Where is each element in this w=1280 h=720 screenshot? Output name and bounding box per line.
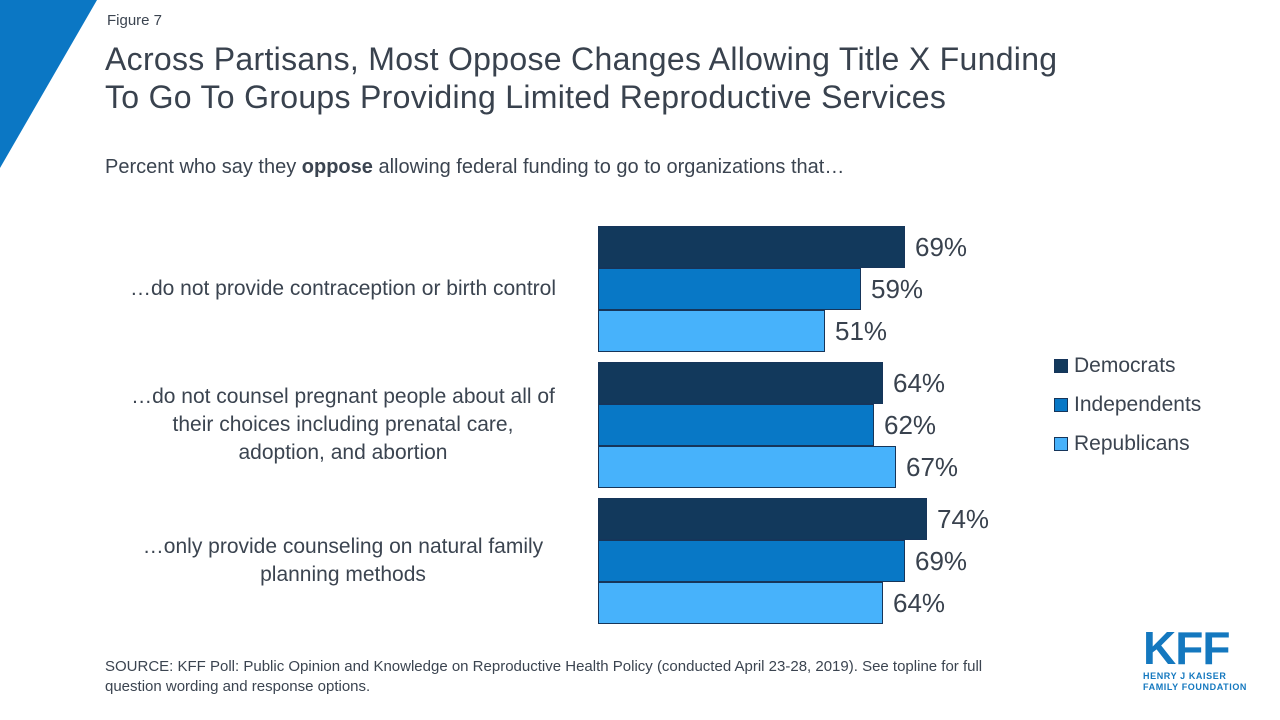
subtitle-prefix: Percent who say they: [105, 156, 302, 178]
bars-cell: 69% 59% 51%: [598, 226, 967, 352]
legend-swatch-icon: [1054, 397, 1068, 412]
category-label: …only provide counseling on natural fami…: [142, 535, 544, 586]
legend-item-independents: Independents: [1054, 391, 1201, 418]
bar-democrats: [598, 226, 905, 268]
kff-logo-text: KFF: [1143, 622, 1230, 674]
bar-independents: [598, 540, 905, 582]
bar-value-label: 59%: [871, 273, 924, 304]
figure-label: Figure 7: [107, 12, 163, 29]
bar-row: 59%: [598, 268, 967, 310]
bar-row: 64%: [598, 582, 989, 624]
legend-swatch-icon: [1054, 358, 1068, 373]
kff-logo: KFF HENRY J KAISER FAMILY FOUNDATION: [1143, 622, 1247, 693]
bar-democrats: [598, 362, 883, 404]
bar-row: 67%: [598, 446, 958, 488]
bar-row: 74%: [598, 498, 989, 540]
bar-republicans: [598, 310, 825, 352]
source-note: SOURCE: KFF Poll: Public Opinion and Kno…: [105, 658, 983, 695]
subtitle-bold-word: oppose: [301, 156, 373, 178]
subtitle-suffix: allowing federal funding to go to organi…: [372, 156, 845, 178]
bars-cell: 74% 69% 64%: [598, 498, 989, 624]
bar-row: 69%: [598, 540, 989, 582]
bar-group: …do not provide contraception or birth c…: [0, 226, 1280, 352]
bar-independents: [598, 404, 874, 446]
bars-cell: 64% 62% 67%: [598, 362, 958, 488]
chart-subtitle: Percent who say they oppose allowing fed…: [105, 156, 844, 179]
bar-independents: [598, 268, 861, 310]
bar-value-label: 51%: [835, 315, 888, 346]
kff-logo-line2: FAMILY FOUNDATION: [1143, 682, 1248, 692]
bar-row: 64%: [598, 362, 958, 404]
legend-label: Independents: [1074, 392, 1202, 416]
kff-logo-subtext: HENRY J KAISER FAMILY FOUNDATION: [1143, 671, 1247, 693]
bar-value-label: 69%: [915, 231, 968, 262]
bar-value-label: 67%: [906, 451, 959, 482]
page-title: Across Partisans, Most Oppose Changes Al…: [105, 41, 1058, 115]
legend-label: Democrats: [1074, 353, 1176, 377]
category-label-cell: …do not counsel pregnant people about al…: [0, 362, 598, 488]
chart-legend: Democrats Independents Republicans: [1054, 352, 1201, 469]
bar-democrats: [598, 498, 927, 540]
category-label: …do not counsel pregnant people about al…: [131, 385, 555, 464]
bar-row: 62%: [598, 404, 958, 446]
legend-item-democrats: Democrats: [1054, 352, 1201, 379]
legend-label: Republicans: [1074, 431, 1190, 455]
bar-republicans: [598, 582, 883, 624]
bar-row: 51%: [598, 310, 967, 352]
category-label: …do not provide contraception or birth c…: [129, 277, 557, 300]
legend-item-republicans: Republicans: [1054, 430, 1201, 457]
bar-group: …do not counsel pregnant people about al…: [0, 362, 1280, 488]
bar-chart: …do not provide contraception or birth c…: [0, 226, 1280, 634]
bar-value-label: 74%: [937, 503, 990, 534]
kff-logo-line1: HENRY J KAISER: [1143, 671, 1227, 681]
corner-triangle-decoration: [0, 0, 97, 168]
bar-group: …only provide counseling on natural fami…: [0, 498, 1280, 624]
bar-value-label: 69%: [915, 545, 968, 576]
legend-swatch-icon: [1054, 436, 1068, 451]
bar-value-label: 64%: [893, 587, 946, 618]
category-label-cell: …do not provide contraception or birth c…: [0, 226, 598, 352]
bar-value-label: 62%: [884, 409, 937, 440]
bar-republicans: [598, 446, 896, 488]
bar-value-label: 64%: [893, 367, 946, 398]
category-label-cell: …only provide counseling on natural fami…: [0, 498, 598, 624]
bar-row: 69%: [598, 226, 967, 268]
